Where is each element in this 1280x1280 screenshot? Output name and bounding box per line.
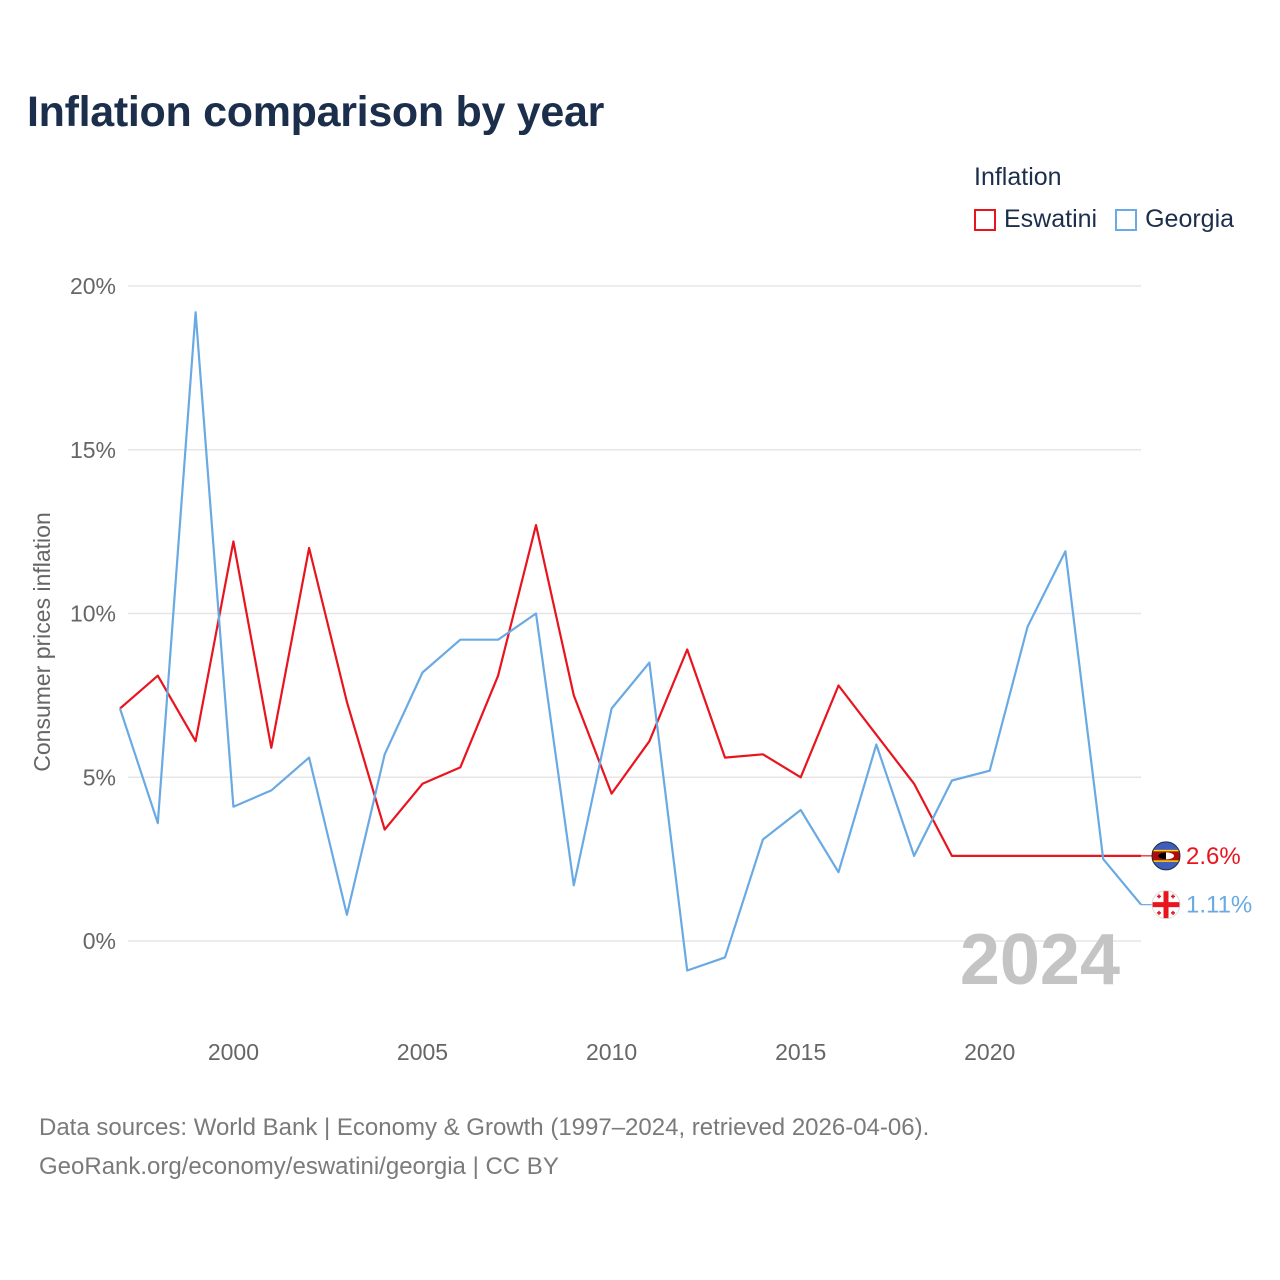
legend-label-georgia: Georgia <box>1145 205 1235 233</box>
grid <box>128 285 1141 942</box>
legend-swatch-eswatini <box>974 208 996 231</box>
y-tick-label: 15% <box>70 437 116 463</box>
chart-title: Inflation comparison by year <box>27 88 605 136</box>
footer: Data sources: World Bank | Economy & Gro… <box>39 1108 929 1186</box>
legend-item-eswatini[interactable]: Eswatini <box>974 205 1097 234</box>
legend-item-georgia[interactable]: Georgia <box>1115 205 1234 234</box>
y-tick-label: 20% <box>70 273 116 299</box>
eswatini-end-label: 2.6% <box>1186 843 1241 870</box>
y-axis-title: Consumer prices inflation <box>29 512 55 772</box>
georgia-end-label: 1.11% <box>1186 892 1252 919</box>
series-group <box>118 311 1152 972</box>
series-line-georgia[interactable] <box>118 311 1142 972</box>
legend-title: Inflation <box>974 163 1062 191</box>
year-watermark: 2024 <box>960 920 1120 1000</box>
x-axis-labels: 2000 2005 2010 2015 2020 <box>208 1039 1015 1065</box>
footer-sources: Data sources: World Bank | Economy & Gro… <box>39 1114 930 1141</box>
x-tick-label: 2020 <box>964 1039 1015 1065</box>
y-axis-labels: 0% 5% 10% 15% 20% <box>70 273 116 954</box>
legend-swatch-georgia <box>1115 208 1138 231</box>
end-markers: 2.6% 1.11% <box>1151 841 1252 920</box>
y-tick-label: 5% <box>83 764 116 790</box>
y-tick-label: 10% <box>70 601 116 627</box>
x-tick-label: 2015 <box>775 1039 826 1065</box>
y-tick-label: 0% <box>83 928 116 954</box>
x-tick-label: 2010 <box>586 1039 637 1065</box>
georgia-flag-icon <box>1151 890 1181 920</box>
legend-label-eswatini: Eswatini <box>1004 205 1098 233</box>
legend: Eswatini Georgia <box>974 205 1252 234</box>
series-line-eswatini[interactable] <box>119 523 1141 858</box>
eswatini-flag-icon <box>1151 841 1181 871</box>
x-tick-label: 2000 <box>208 1039 259 1065</box>
x-tick-label: 2005 <box>397 1039 448 1065</box>
footer-link[interactable]: GeoRank.org/economy/eswatini/georgia | C… <box>39 1153 559 1180</box>
